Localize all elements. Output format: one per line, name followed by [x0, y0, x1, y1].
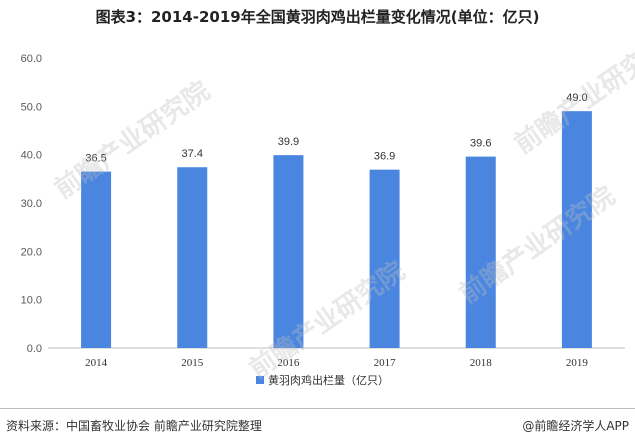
data-label: 49.0 [566, 92, 587, 104]
credit-note: @前瞻经济学人APP [522, 419, 629, 433]
footer-divider [0, 408, 635, 409]
data-label: 37.4 [182, 148, 203, 160]
legend-swatch [256, 376, 264, 384]
x-tick-label: 2017 [374, 357, 397, 369]
data-label: 36.9 [374, 151, 395, 163]
bar-chart: 0.0 10.0 20.0 30.0 40.0 50.0 60.0 36.5 2014 37.4 2… [21, 53, 625, 387]
bar [561, 111, 592, 349]
bar [273, 155, 304, 348]
data-label: 36.5 [85, 153, 106, 165]
x-tick-label: 2016 [277, 357, 300, 369]
x-tick-label: 2019 [566, 357, 589, 369]
bar [369, 169, 400, 348]
legend-label: 黄羽肉鸡出栏量（亿只） [268, 373, 389, 387]
y-tick-label: 10.0 [21, 295, 42, 307]
y-tick-label: 20.0 [21, 246, 42, 258]
x-tick-label: 2018 [470, 357, 493, 369]
bar [81, 171, 112, 348]
y-tick-label: 60.0 [21, 53, 42, 65]
x-tick-label: 2015 [181, 357, 204, 369]
x-tick-label: 2014 [85, 357, 108, 369]
chart-title: 图表3：2014-2019年全国黄羽肉鸡出栏量变化情况(单位：亿只) [95, 8, 540, 26]
bar [465, 156, 496, 348]
bar [177, 167, 208, 348]
data-label: 39.9 [278, 136, 299, 148]
y-tick-label: 0.0 [27, 343, 42, 355]
y-tick-label: 40.0 [21, 150, 42, 162]
data-label: 39.6 [470, 138, 491, 150]
y-tick-label: 30.0 [21, 198, 42, 210]
y-tick-label: 50.0 [21, 101, 42, 113]
source-note: 资料来源：中国畜牧业协会 前瞻产业研究院整理 [6, 419, 262, 433]
